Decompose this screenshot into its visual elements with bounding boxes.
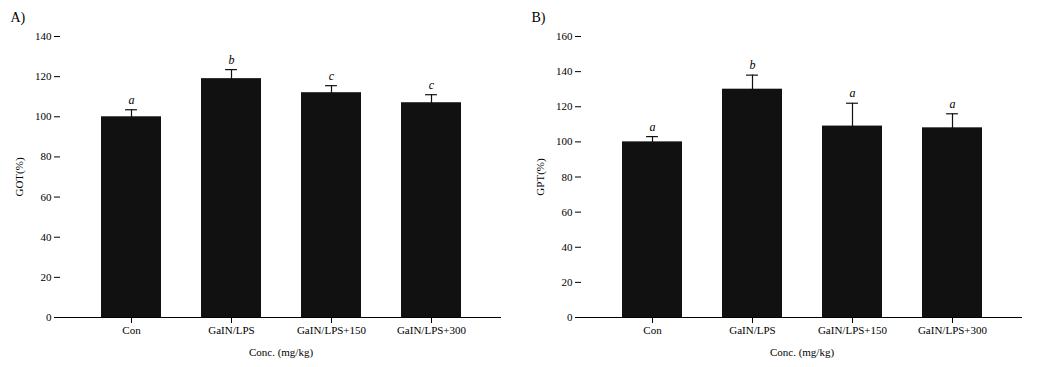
svg-text:80: 80 xyxy=(562,171,574,183)
svg-text:100: 100 xyxy=(556,135,573,147)
svg-text:b: b xyxy=(750,58,756,72)
svg-text:140: 140 xyxy=(35,30,52,42)
svg-text:GaIN/LPS+300: GaIN/LPS+300 xyxy=(397,324,467,336)
svg-text:a: a xyxy=(950,97,956,111)
svg-text:Con: Con xyxy=(122,324,141,336)
svg-text:60: 60 xyxy=(562,206,574,218)
svg-text:120: 120 xyxy=(556,100,573,112)
svg-text:40: 40 xyxy=(41,231,53,243)
svg-text:60: 60 xyxy=(41,191,53,203)
svg-text:40: 40 xyxy=(562,241,574,253)
svg-text:Conc. (mg/kg): Conc. (mg/kg) xyxy=(249,346,313,359)
svg-text:Con: Con xyxy=(643,324,662,336)
svg-text:GaIN/LPS+150: GaIN/LPS+150 xyxy=(818,324,888,336)
svg-text:GaIN/LPS+150: GaIN/LPS+150 xyxy=(297,324,367,336)
svg-text:GOT(%): GOT(%) xyxy=(13,157,26,196)
svg-text:160: 160 xyxy=(556,30,573,42)
svg-text:GaIN/LPS: GaIN/LPS xyxy=(208,324,254,336)
svg-text:0: 0 xyxy=(46,311,52,323)
svg-text:120: 120 xyxy=(35,70,52,82)
svg-text:b: b xyxy=(229,53,235,67)
svg-text:Conc. (mg/kg): Conc. (mg/kg) xyxy=(770,346,834,359)
svg-text:20: 20 xyxy=(562,276,574,288)
svg-text:GaIN/LPS+300: GaIN/LPS+300 xyxy=(918,324,988,336)
svg-text:B): B) xyxy=(532,10,546,26)
svg-text:GaIN/LPS: GaIN/LPS xyxy=(729,324,775,336)
svg-text:0: 0 xyxy=(567,311,573,323)
svg-text:a: a xyxy=(650,120,656,134)
svg-text:c: c xyxy=(429,78,435,92)
svg-text:a: a xyxy=(129,93,135,107)
svg-text:A): A) xyxy=(11,10,26,26)
svg-text:GPT(%): GPT(%) xyxy=(534,158,547,196)
svg-text:a: a xyxy=(850,86,856,100)
svg-text:c: c xyxy=(329,69,335,83)
svg-text:80: 80 xyxy=(41,150,53,162)
svg-text:20: 20 xyxy=(41,271,53,283)
svg-text:100: 100 xyxy=(35,110,52,122)
svg-text:140: 140 xyxy=(556,65,573,77)
